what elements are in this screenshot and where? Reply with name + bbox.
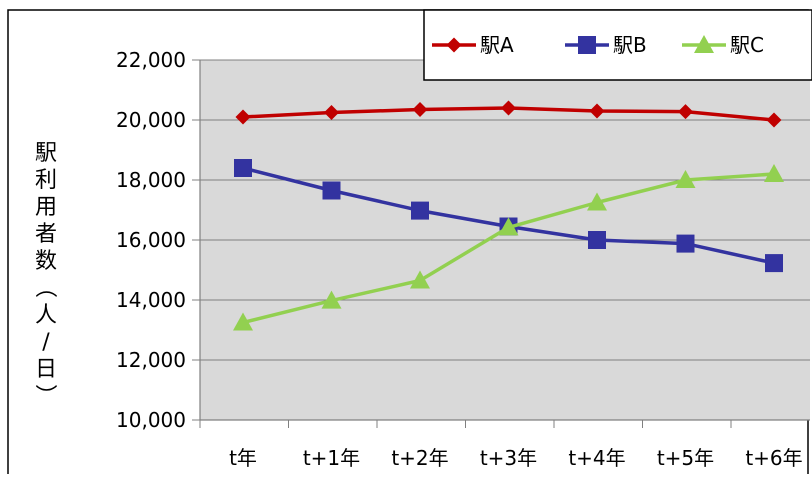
data-point xyxy=(764,164,784,182)
y-tick-label: 18,000 xyxy=(116,168,186,192)
x-tick-label: t+3年 xyxy=(480,446,537,470)
y-axis-title-char: 者 xyxy=(35,222,57,247)
y-axis-title-char: 駅 xyxy=(35,141,57,166)
data-point xyxy=(324,105,339,120)
x-tick-label: t+1年 xyxy=(303,446,360,470)
data-point xyxy=(446,37,462,53)
y-tick-label: 22,000 xyxy=(116,48,186,72)
data-point xyxy=(412,102,428,117)
data-point xyxy=(678,104,693,120)
axes: 10,000 12,000 14,000 16,000 18,000 20,000 22,0… xyxy=(116,48,810,470)
data-point xyxy=(321,290,342,309)
data-point xyxy=(233,312,253,331)
series-group xyxy=(233,100,784,331)
data-point xyxy=(694,35,714,53)
data-point xyxy=(322,181,341,200)
legend-item: 駅B xyxy=(565,33,647,57)
legend-label: 駅C xyxy=(730,33,764,57)
legend-label: 駅B xyxy=(613,33,647,57)
data-point xyxy=(501,100,516,116)
data-point xyxy=(588,231,606,249)
legend: 駅A 駅B 駅C xyxy=(423,9,812,81)
y-axis-title-char: 用 xyxy=(35,195,57,220)
x-tick-label: t+5年 xyxy=(657,446,714,470)
legend-box xyxy=(423,9,812,81)
y-axis-title-char: 数 xyxy=(35,249,57,274)
y-tick-label: 20,000 xyxy=(116,108,186,132)
legend-label: 駅A xyxy=(480,33,514,57)
data-point xyxy=(235,109,251,125)
x-tick-label: t+2年 xyxy=(391,446,448,470)
data-point xyxy=(411,201,429,220)
y-axis-title-char: 日 xyxy=(35,357,57,382)
data-point xyxy=(765,254,783,273)
data-point xyxy=(675,170,696,188)
series-駅A xyxy=(235,100,782,128)
series-駅C xyxy=(233,164,784,331)
y-tick-label: 14,000 xyxy=(116,288,186,312)
legend-item: 駅A xyxy=(432,33,514,57)
data-point xyxy=(498,217,519,236)
y-tick-label: 12,000 xyxy=(116,348,186,372)
data-point xyxy=(234,159,252,177)
y-axis-title-char: （ xyxy=(32,276,57,298)
y-tick-label: 10,000 xyxy=(116,408,186,432)
x-tick-label: t+6年 xyxy=(745,446,802,470)
x-tick-label: t年 xyxy=(229,446,257,470)
y-axis-title-char: 利 xyxy=(35,168,57,193)
y-tick-label: 16,000 xyxy=(116,228,186,252)
legend-item: 駅C xyxy=(682,33,764,57)
y-axis-title-char: / xyxy=(42,330,50,355)
data-point xyxy=(589,103,605,119)
data-point xyxy=(676,234,695,253)
data-point xyxy=(766,112,782,128)
data-point xyxy=(587,192,607,211)
x-tick-label: t+4年 xyxy=(568,446,625,470)
data-point xyxy=(578,36,596,54)
data-point xyxy=(410,270,430,289)
y-axis-title-char: 人 xyxy=(35,303,57,328)
y-axis-title-char: ） xyxy=(32,384,57,406)
